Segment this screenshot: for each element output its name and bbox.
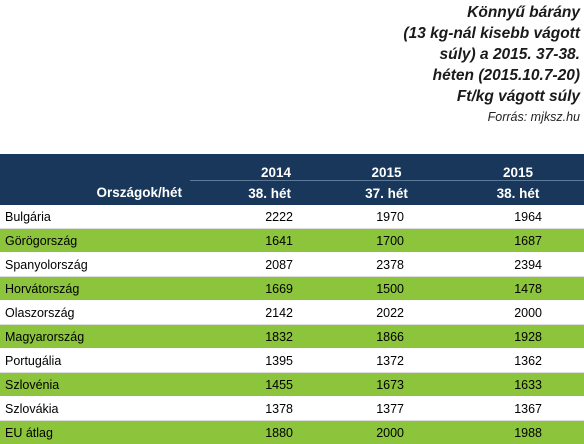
value-cell: 1988 xyxy=(452,420,584,444)
country-cell: Magyarország xyxy=(0,324,190,349)
value-cell: 1866 xyxy=(321,324,452,349)
value-cell: 1641 xyxy=(190,228,321,253)
country-cell: Horvátország xyxy=(0,276,190,301)
value-cell: 1633 xyxy=(452,372,584,397)
title-block: Könnyű bárány (13 kg-nál kisebb vágott s… xyxy=(250,2,580,126)
value-cell: 2022 xyxy=(321,300,452,325)
value-cell: 1832 xyxy=(190,324,321,349)
value-cell: 1395 xyxy=(190,348,321,373)
value-cell: 2394 xyxy=(452,252,584,277)
table-row: Bulgária 2222 1970 1964 xyxy=(0,205,584,229)
table-row: Magyarország 1832 1866 1928 xyxy=(0,324,584,349)
title-line-5: Ft/kg vágott súly xyxy=(456,88,580,105)
value-cell: 1455 xyxy=(190,372,321,397)
country-cell: Görögország xyxy=(0,228,190,253)
header-week-2: 37. hét xyxy=(365,185,408,201)
title-line-1: Könnyű bárány xyxy=(467,4,580,21)
price-table: 2014 2015 2015 Országok/hét 38. hét 37. … xyxy=(0,154,584,444)
table-body: Bulgária 2222 1970 1964 Görögország 1641… xyxy=(0,205,584,444)
value-cell: 1500 xyxy=(321,276,452,301)
value-cell: 1673 xyxy=(321,372,452,397)
country-cell: Portugália xyxy=(0,348,190,373)
value-cell: 1970 xyxy=(321,205,452,229)
header-row-label: Országok/hét xyxy=(96,185,182,201)
table-row: Horvátország 1669 1500 1478 xyxy=(0,276,584,301)
title-line-2: (13 kg-nál kisebb vágott xyxy=(403,25,580,42)
country-cell: Bulgária xyxy=(0,205,190,229)
table-row: Szlovénia 1455 1673 1633 xyxy=(0,372,584,397)
country-cell: EU átlag xyxy=(0,420,190,444)
header-year-2: 2015 xyxy=(321,154,452,181)
value-cell: 1372 xyxy=(321,348,452,373)
country-cell: Spanyolország xyxy=(0,252,190,277)
header-row-weeks: Országok/hét 38. hét 37. hét 38. hét xyxy=(0,180,584,205)
country-cell: Szlovénia xyxy=(0,372,190,397)
header-row-years: 2014 2015 2015 xyxy=(0,154,584,181)
value-cell: 1669 xyxy=(190,276,321,301)
header-year-1: 2014 xyxy=(190,154,321,181)
value-cell: 1928 xyxy=(452,324,584,349)
value-cell: 1367 xyxy=(452,396,584,421)
value-cell: 1378 xyxy=(190,396,321,421)
value-cell: 2378 xyxy=(321,252,452,277)
value-cell: 2000 xyxy=(452,300,584,325)
source-note: Forrás: mjksz.hu xyxy=(487,110,580,124)
table-row: Szlovákia 1378 1377 1367 xyxy=(0,396,584,421)
value-cell: 2222 xyxy=(190,205,321,229)
table-row: Spanyolország 2087 2378 2394 xyxy=(0,252,584,277)
table-row: Görögország 1641 1700 1687 xyxy=(0,228,584,253)
title-line-4: héten (2015.10.7-20) xyxy=(432,67,580,84)
table-row: Olaszország 2142 2022 2000 xyxy=(0,300,584,325)
header-week-1: 38. hét xyxy=(248,185,291,201)
country-cell: Olaszország xyxy=(0,300,190,325)
value-cell: 1964 xyxy=(452,205,584,229)
value-cell: 2000 xyxy=(321,420,452,444)
value-cell: 1700 xyxy=(321,228,452,253)
country-cell: Szlovákia xyxy=(0,396,190,421)
title-line-3: súly) a 2015. 37-38. xyxy=(439,46,580,63)
value-cell: 1478 xyxy=(452,276,584,301)
table-header: 2014 2015 2015 Országok/hét 38. hét 37. … xyxy=(0,154,584,205)
value-cell: 1362 xyxy=(452,348,584,373)
header-year-3: 2015 xyxy=(452,154,584,181)
value-cell: 1377 xyxy=(321,396,452,421)
value-cell: 2142 xyxy=(190,300,321,325)
value-cell: 1880 xyxy=(190,420,321,444)
header-week-3: 38. hét xyxy=(496,185,540,201)
header-empty-cell xyxy=(0,154,190,181)
table-row-eu-average: EU átlag 1880 2000 1988 xyxy=(0,420,584,444)
value-cell: 1687 xyxy=(452,228,584,253)
table-row: Portugália 1395 1372 1362 xyxy=(0,348,584,373)
value-cell: 2087 xyxy=(190,252,321,277)
